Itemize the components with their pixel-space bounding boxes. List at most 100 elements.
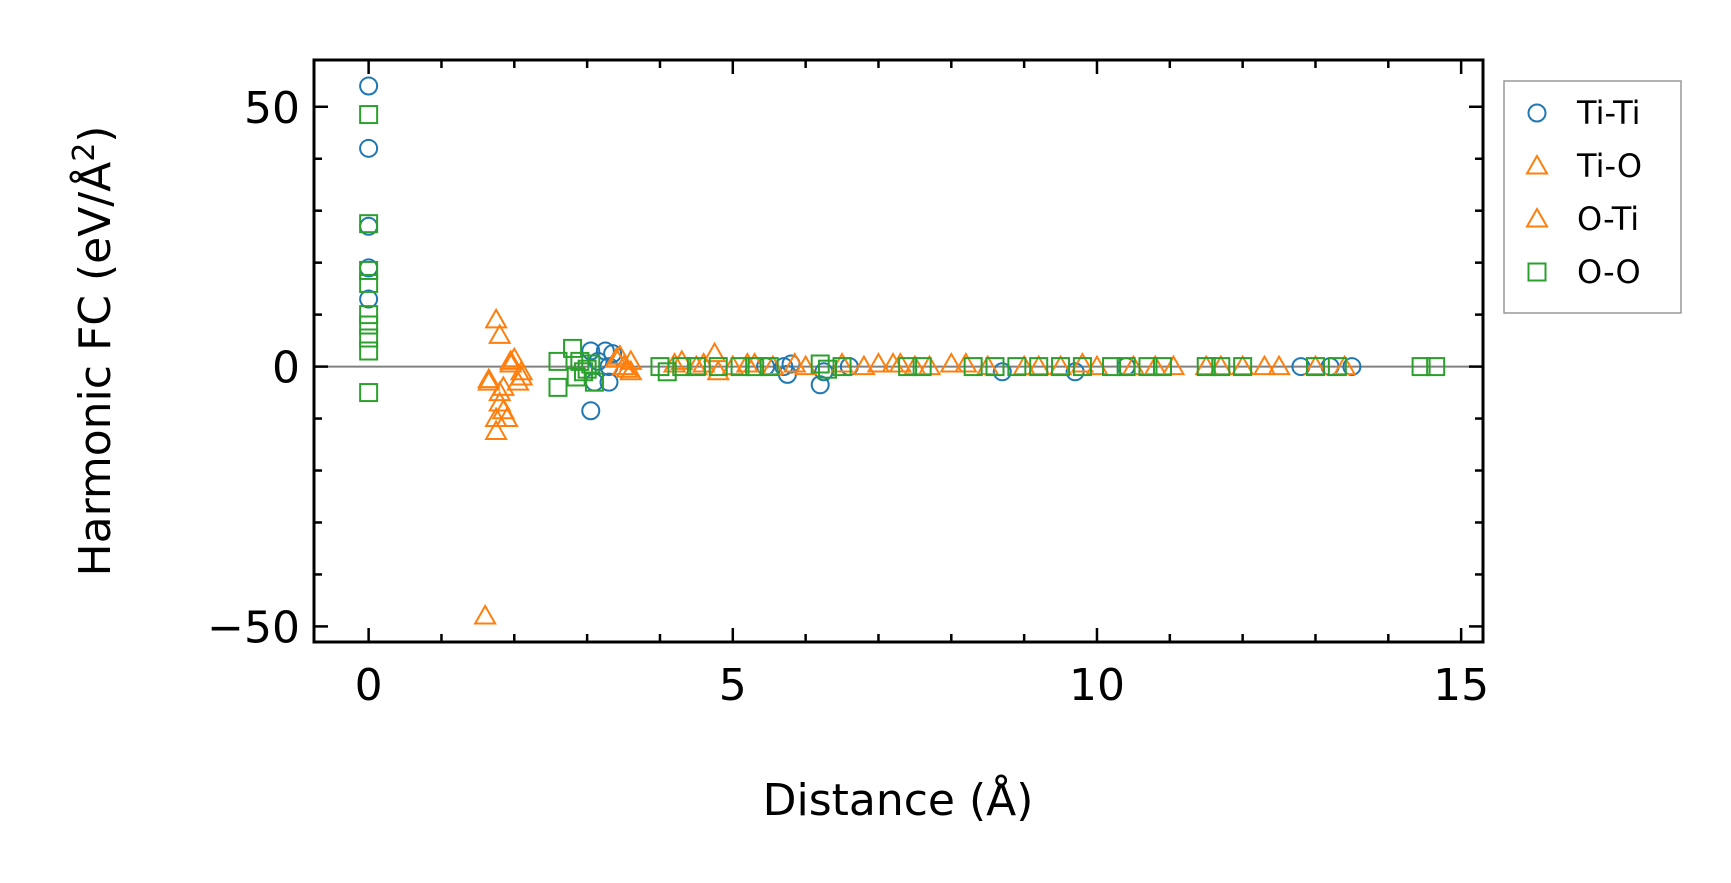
data-point (1072, 357, 1092, 377)
data-point (650, 357, 670, 377)
y-axis-label-close: ) (70, 126, 121, 143)
data-point (992, 362, 1012, 382)
data-point (477, 367, 501, 389)
data-point (599, 372, 619, 392)
y-axis-label-sup: 2 (67, 143, 102, 162)
data-point (1085, 354, 1109, 376)
data-point (745, 357, 765, 377)
data-point (830, 351, 854, 373)
data-point (359, 273, 379, 293)
data-point (691, 351, 716, 373)
data-point (604, 346, 628, 368)
data-point (963, 357, 983, 377)
data-point (502, 346, 527, 368)
data-point (1252, 354, 1277, 376)
data-point (359, 383, 379, 403)
data-point (672, 357, 692, 377)
data-point (817, 359, 837, 379)
data-point (359, 328, 379, 348)
data-point (1196, 357, 1216, 377)
x-tick-label: 5 (719, 660, 747, 711)
data-point (359, 289, 379, 309)
legend-items: Ti-Ti Ti-O O-Ti O-O (1525, 94, 1642, 291)
data-point (581, 354, 601, 374)
data-point (1153, 357, 1173, 377)
data-point (852, 354, 876, 376)
data-point (1143, 354, 1167, 376)
data-point (1138, 357, 1158, 377)
y-tick-label: 50 (244, 83, 300, 134)
data-point (1102, 357, 1122, 377)
data-point (735, 351, 760, 373)
x-tick-label: 10 (1069, 660, 1125, 711)
series-o-o (359, 105, 1446, 403)
data-point (359, 341, 379, 361)
data-point (509, 364, 534, 386)
legend-label-o-ti: O-Ti (1577, 200, 1639, 238)
legend-marker-o-ti (1525, 206, 1549, 228)
data-point (759, 357, 779, 377)
data-point (1211, 357, 1231, 377)
data-point (1426, 357, 1446, 377)
data-point (498, 349, 523, 370)
series-ti-o (473, 307, 1328, 625)
data-point (702, 341, 727, 363)
data-point (563, 338, 583, 358)
data-point (1029, 357, 1049, 377)
legend-marker-o-o (1527, 262, 1547, 282)
data-point (1305, 357, 1325, 377)
data-point (477, 370, 501, 391)
data-point (810, 375, 830, 395)
y-axis-label: Harmonic FC (eV/Å2) (67, 126, 121, 577)
data-point (1161, 354, 1186, 376)
data-point (548, 377, 568, 397)
data-point (608, 344, 632, 365)
data-point (488, 380, 512, 402)
legend-label-ti-ti: Ti-Ti (1576, 94, 1641, 132)
y-tick-label: −50 (207, 602, 300, 653)
data-point (488, 323, 512, 344)
data-point (1233, 357, 1253, 377)
data-point (1116, 357, 1136, 377)
x-tick-label: 15 (1433, 660, 1489, 711)
data-point (359, 105, 379, 125)
data-point (985, 357, 1005, 377)
data-point (670, 349, 694, 370)
data-points (359, 76, 1446, 625)
data-point (1070, 351, 1095, 373)
axis-ticks: 0 5 10 15 50 0 −50 (207, 60, 1489, 711)
data-point (1267, 354, 1291, 376)
data-point (584, 372, 604, 392)
data-point (832, 357, 852, 377)
data-point (1007, 357, 1027, 377)
data-point (1327, 357, 1347, 377)
data-point (708, 357, 728, 377)
legend: Ti-Ti Ti-O O-Ti O-O (1503, 80, 1682, 314)
legend-label-ti-o: Ti-O (1576, 147, 1642, 185)
x-tick-label: 0 (355, 660, 383, 711)
data-point (359, 76, 379, 96)
data-point (484, 307, 508, 329)
data-point (473, 604, 497, 625)
data-point (1230, 354, 1255, 376)
data-point (359, 138, 379, 158)
data-point (548, 351, 568, 371)
data-point (359, 305, 379, 325)
legend-marker-ti-ti (1527, 103, 1547, 123)
data-point (359, 214, 379, 234)
y-tick-label: 0 (272, 343, 300, 394)
x-axis-label: Distance (Å) (763, 773, 1034, 826)
data-point (581, 401, 601, 421)
data-point (484, 419, 508, 441)
data-point (810, 354, 830, 374)
data-point (912, 357, 932, 377)
data-point (577, 359, 597, 379)
data-point (359, 260, 379, 280)
data-point (782, 351, 807, 373)
legend-label-o-o: O-O (1577, 253, 1641, 291)
data-point (730, 357, 750, 377)
data-point (615, 357, 639, 378)
legend-marker-ti-o (1525, 153, 1549, 175)
data-point (657, 362, 677, 382)
